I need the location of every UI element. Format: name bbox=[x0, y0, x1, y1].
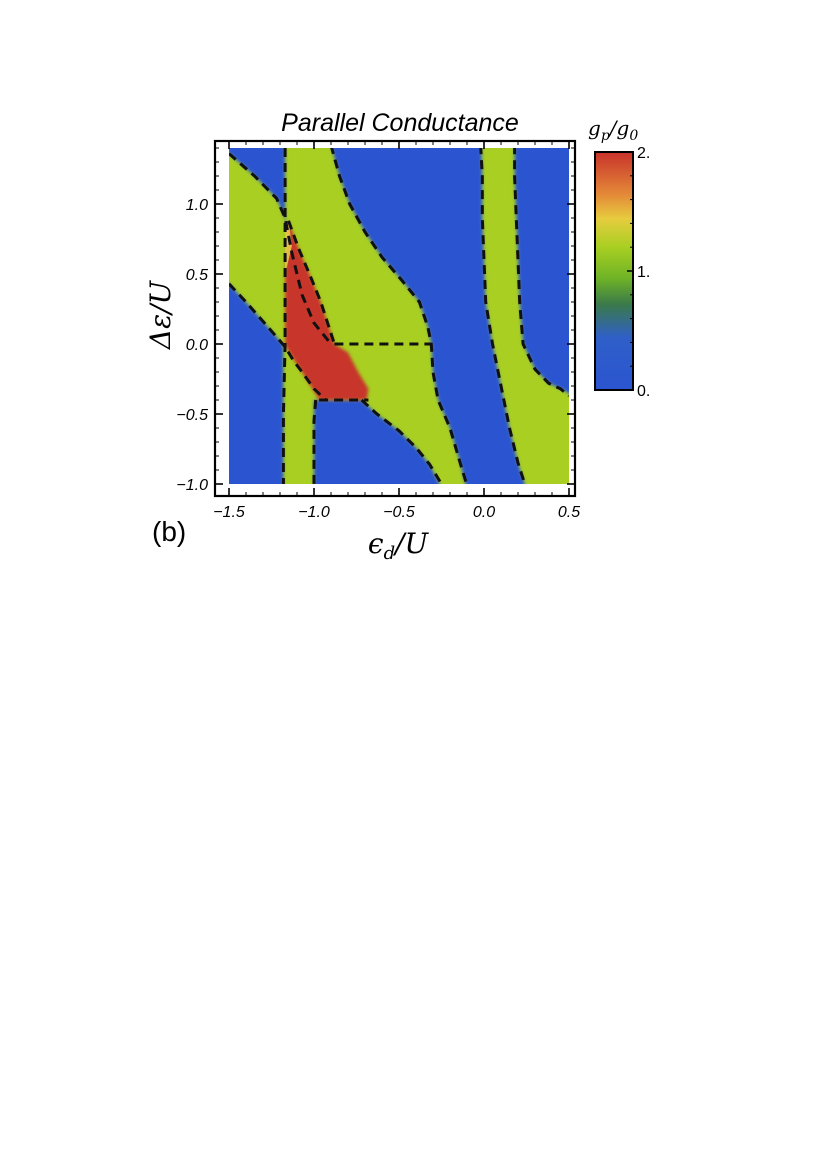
boundary-vertical-left-2 bbox=[312, 399, 318, 484]
boundary-band-lower bbox=[287, 220, 336, 345]
boundary-diag-left-lower bbox=[229, 282, 327, 402]
colorbar-tick-label: 1. bbox=[637, 264, 650, 281]
region-right-band bbox=[481, 148, 569, 484]
x-tick-label: −0.5 bbox=[383, 504, 415, 521]
region-red-edge bbox=[285, 220, 292, 274]
boundary-lines bbox=[229, 148, 569, 484]
x-axis-label: ϵd/U bbox=[368, 527, 430, 564]
region-red-pocket bbox=[285, 220, 369, 400]
y-tick-label: −1.0 bbox=[176, 477, 208, 494]
boundary-band-upper bbox=[330, 148, 469, 484]
y-axis-ticks: −1.0 −0.5 0.0 0.5 1.0 bbox=[176, 197, 575, 494]
y-tick-label: 0.5 bbox=[186, 267, 208, 284]
colorbar-label-sub-p: p bbox=[601, 128, 610, 144]
x-tick-label: −1.5 bbox=[213, 504, 245, 521]
colorbar-label-slash: /g bbox=[608, 116, 630, 140]
colorbar-label: gp/g0 bbox=[588, 116, 638, 144]
boundary-vertical-left bbox=[281, 148, 287, 484]
colorbar bbox=[594, 151, 634, 391]
boundary-right-right bbox=[513, 148, 569, 397]
x-axis-label-symbol: ϵ bbox=[368, 527, 384, 560]
colorbar-tick-label: 0. bbox=[637, 383, 650, 400]
x-tick-label: 0.5 bbox=[558, 504, 580, 521]
x-axis-label-unit: /U bbox=[392, 527, 429, 560]
boundary-right-left bbox=[479, 148, 527, 484]
y-axis-label: Δε/U bbox=[144, 279, 177, 350]
colorbar-tick-label: 2. bbox=[637, 145, 650, 162]
y-tick-label: 0.0 bbox=[186, 337, 208, 354]
x-tick-label: 0.0 bbox=[473, 504, 495, 521]
chart-title: Parallel Conductance bbox=[281, 109, 519, 137]
colorbar-label-sub-0: 0 bbox=[629, 128, 638, 144]
x-axis-ticks: −1.5 −1.0 −0.5 0.0 0.5 bbox=[213, 141, 580, 521]
x-tick-label: −1.0 bbox=[298, 504, 330, 521]
x-axis-label-subscript: d bbox=[384, 543, 396, 564]
heatmap-regions bbox=[229, 148, 569, 484]
frame-minor-ticks bbox=[215, 141, 575, 496]
colorbar-ticks: 0. 1. 2. bbox=[627, 145, 650, 400]
boundary-band-lower-2 bbox=[360, 398, 443, 484]
plot-frame bbox=[213, 139, 577, 498]
y-tick-label: 1.0 bbox=[186, 197, 208, 214]
colorbar-label-g: g bbox=[588, 116, 601, 140]
panel-label: (b) bbox=[152, 516, 186, 547]
y-tick-label: −0.5 bbox=[176, 407, 208, 424]
